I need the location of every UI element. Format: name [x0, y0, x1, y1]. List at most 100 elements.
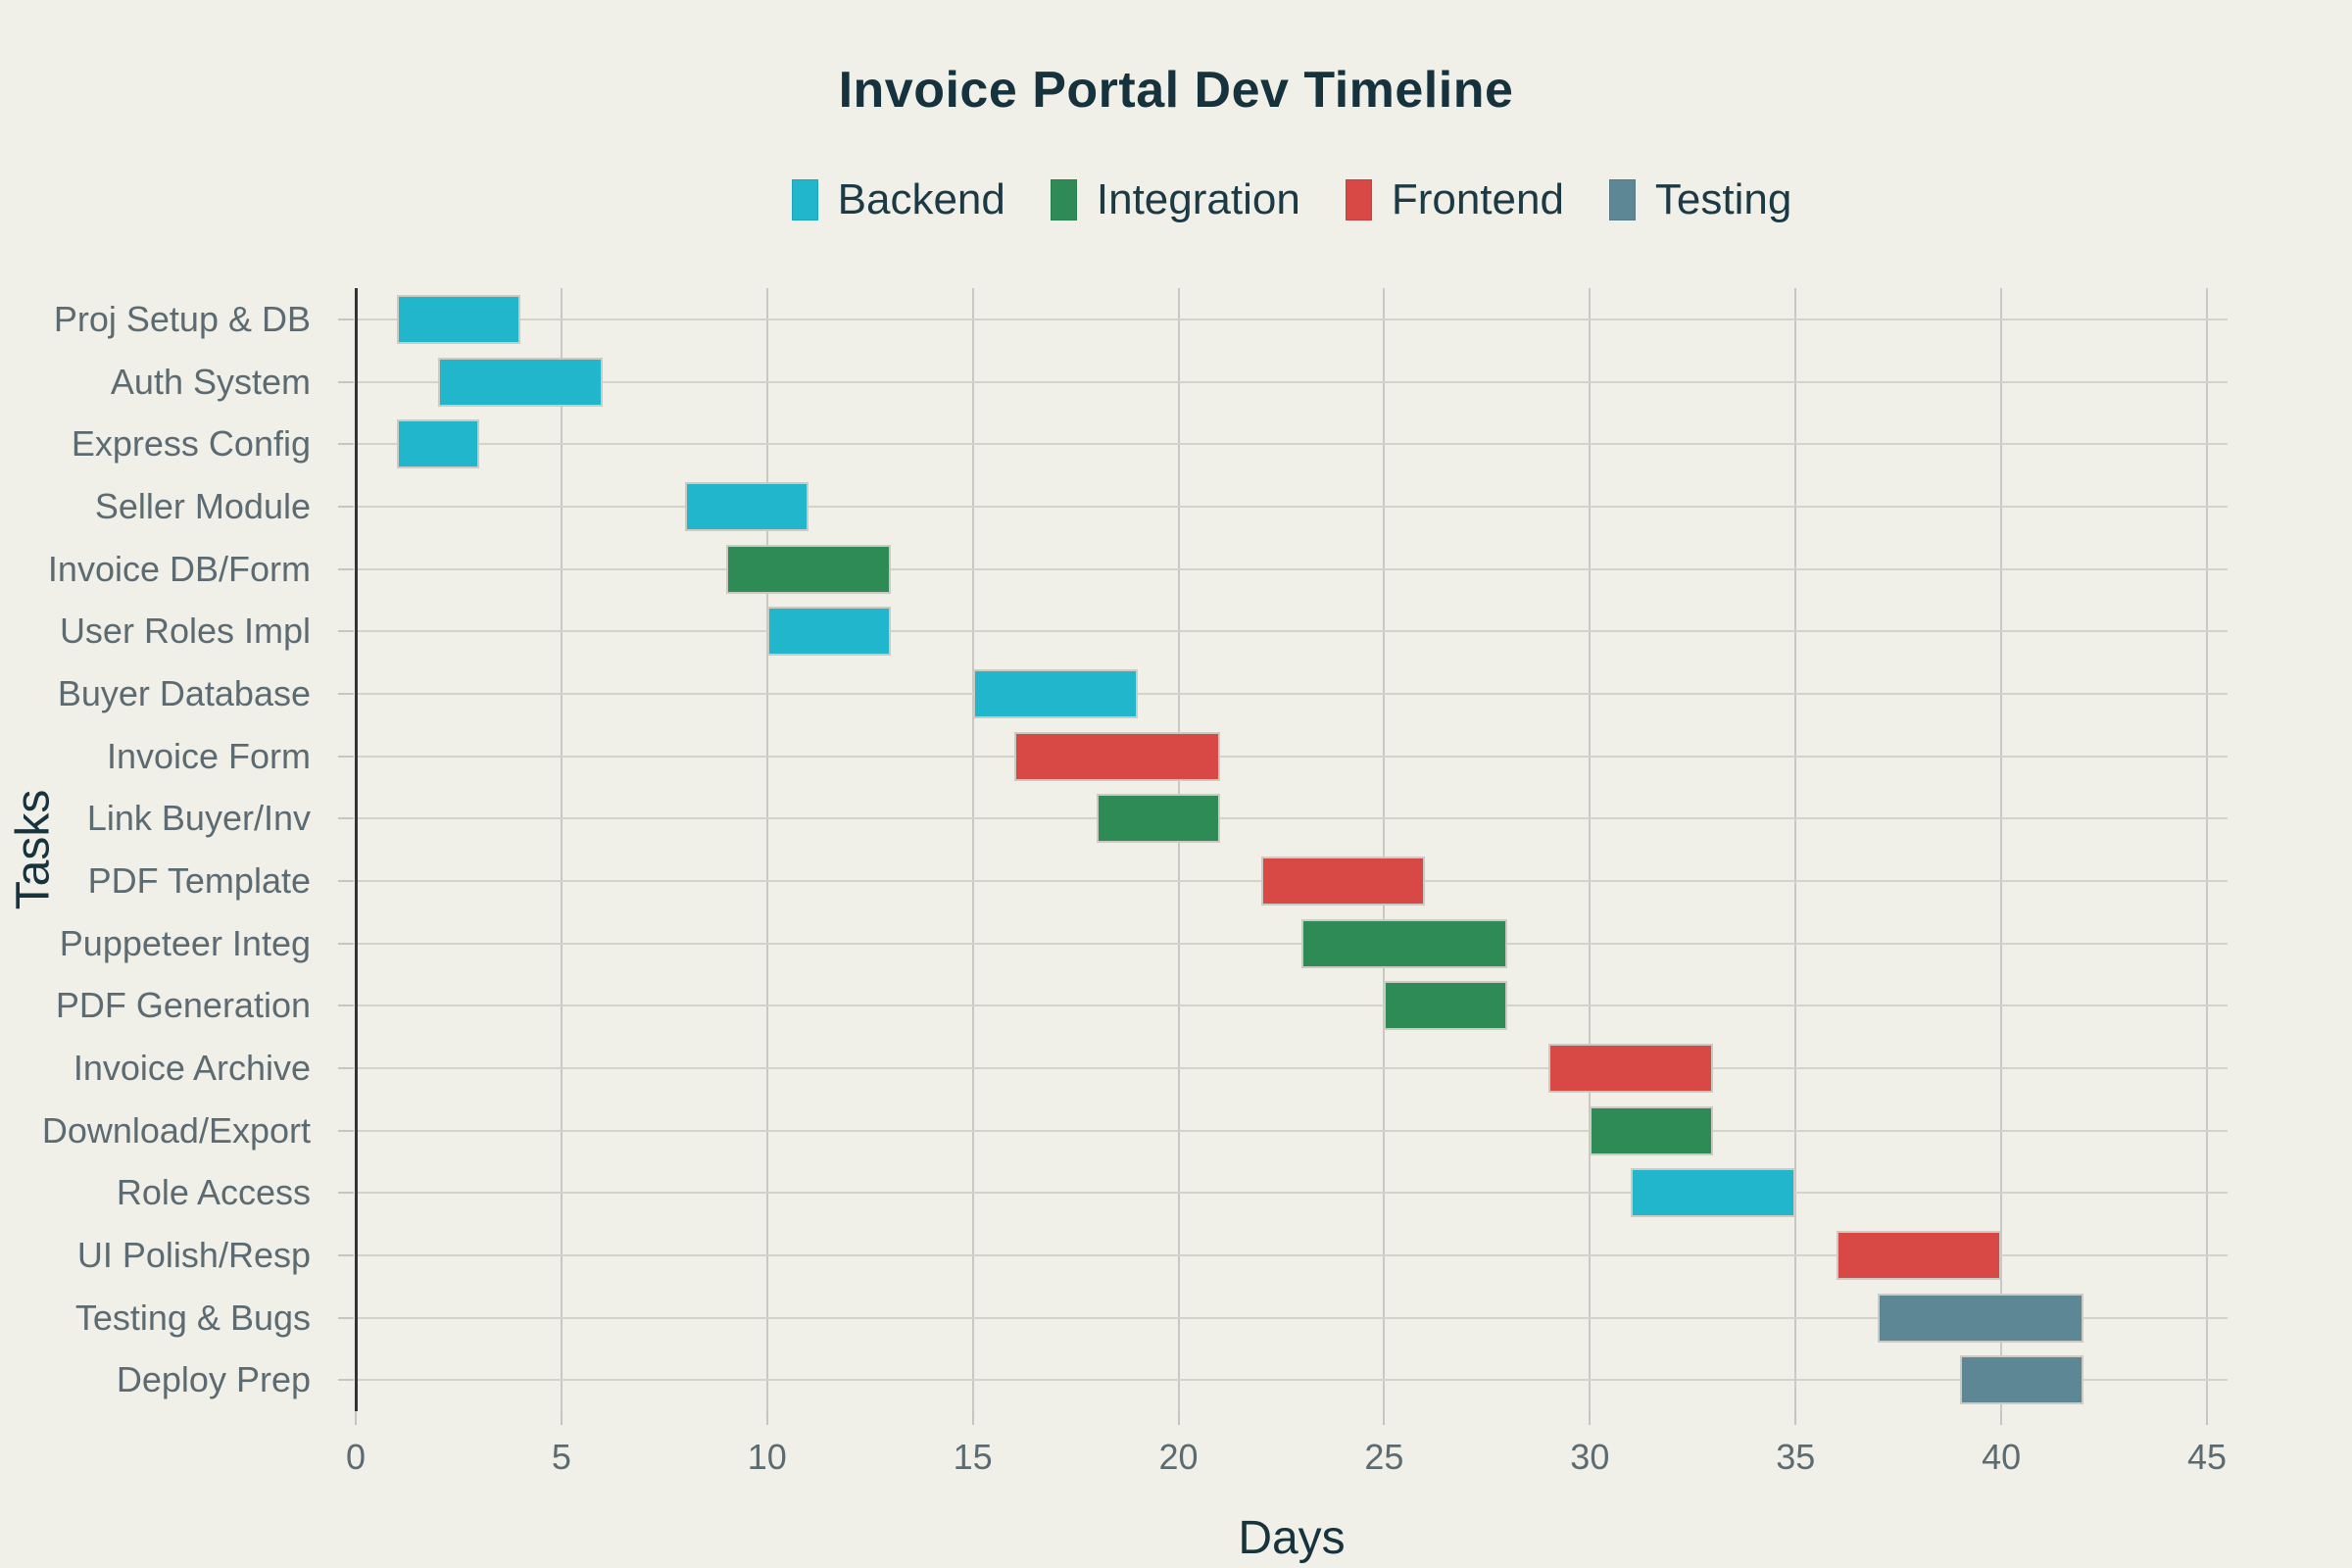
y-axis-spine [355, 288, 358, 1411]
y-tick-mark [338, 755, 354, 758]
legend-swatch-backend [791, 179, 818, 220]
y-tick-mark [338, 1129, 354, 1132]
task-bar [1384, 981, 1508, 1031]
grid-line-horizontal [356, 755, 2228, 758]
x-tick-mark [1589, 1411, 1592, 1425]
x-tick-label: 35 [1776, 1437, 1816, 1477]
legend-item-frontend: Frontend [1345, 175, 1564, 224]
x-tick-mark [355, 1411, 357, 1425]
x-tick-mark [971, 1411, 974, 1425]
task-label: Testing & Bugs [74, 1297, 311, 1338]
x-tick-mark [765, 1411, 768, 1425]
legend-swatch-testing [1608, 179, 1636, 220]
y-tick-mark [338, 380, 354, 383]
grid-line-vertical [1589, 288, 1592, 1411]
task-label: Proj Setup & DB [53, 298, 311, 339]
grid-line-horizontal [356, 505, 2228, 508]
x-tick-label: 30 [1570, 1437, 1610, 1477]
x-tick-label: 20 [1158, 1437, 1199, 1477]
task-bar [396, 294, 520, 344]
task-bar [1548, 1043, 1714, 1093]
grid-line-horizontal [356, 1379, 2228, 1382]
task-label: User Roles Impl [59, 611, 311, 652]
task-bar [1631, 1168, 1796, 1218]
grid-line-horizontal [356, 380, 2228, 383]
y-tick-mark [338, 1316, 354, 1319]
task-label: Puppeteer Integ [59, 922, 311, 963]
grid-line-horizontal [356, 692, 2228, 695]
grid-line-vertical [971, 288, 974, 1411]
grid-line-horizontal [356, 443, 2228, 446]
x-axis-title: Days [1238, 1512, 1346, 1564]
y-tick-mark [338, 692, 354, 695]
grid-line-horizontal [356, 942, 2228, 945]
y-tick-mark [338, 567, 354, 570]
grid-line-horizontal [356, 817, 2228, 820]
task-bar [725, 544, 891, 594]
x-tick-label: 10 [747, 1437, 787, 1477]
task-label: PDF Generation [55, 985, 311, 1026]
task-label: Link Buyer/Inv [86, 798, 311, 839]
task-bar [1096, 794, 1220, 844]
task-bar [1301, 918, 1508, 968]
task-bar [766, 607, 891, 657]
task-label: Auth System [110, 361, 311, 402]
x-tick-label: 0 [345, 1437, 367, 1477]
task-label: Express Config [71, 423, 311, 465]
x-axis-tick-labels: 0 5 10 15 20 25 30 35 40 45 [346, 1437, 2228, 1482]
x-tick-mark [560, 1411, 563, 1425]
y-tick-mark [338, 318, 354, 320]
task-bar [1960, 1355, 2084, 1405]
grid-line-vertical [2000, 288, 2003, 1411]
task-label: Invoice DB/Form [47, 548, 311, 589]
legend-swatch-integration [1050, 179, 1077, 220]
grid-line-horizontal [356, 1066, 2228, 1069]
grid-line-vertical [765, 288, 768, 1411]
task-label: Buyer Database [57, 672, 311, 713]
legend-item-testing: Testing [1608, 175, 1792, 224]
y-tick-mark [338, 505, 354, 508]
y-tick-mark [338, 1379, 354, 1382]
legend-label: Frontend [1391, 175, 1564, 223]
legend-item-integration: Integration [1050, 175, 1300, 224]
grid-line-vertical [2206, 288, 2208, 1411]
grid-line-horizontal [356, 318, 2228, 320]
task-label: Role Access [116, 1172, 311, 1213]
task-label: Download/Export [41, 1109, 311, 1151]
y-tick-mark [338, 879, 354, 882]
task-label: UI Polish/Resp [76, 1234, 311, 1275]
task-bar [972, 668, 1138, 718]
y-tick-mark [338, 1004, 354, 1007]
x-tick-label: 40 [1982, 1437, 2022, 1477]
grid-line-horizontal [356, 1316, 2228, 1319]
y-axis-title: Tasks [7, 789, 60, 910]
x-tick-mark [1177, 1411, 1180, 1425]
task-bar [1260, 856, 1426, 906]
legend-label: Integration [1096, 175, 1300, 223]
task-bar [437, 357, 603, 407]
task-label: Invoice Archive [73, 1047, 311, 1088]
grid-line-vertical [1383, 288, 1386, 1411]
task-label: Seller Module [94, 485, 311, 526]
grid-line-horizontal [356, 630, 2228, 633]
grid-line-horizontal [356, 1192, 2228, 1195]
x-tick-label: 5 [551, 1437, 571, 1477]
grid-line-vertical [1794, 288, 1797, 1411]
y-tick-mark [338, 942, 354, 945]
grid-line-horizontal [356, 1129, 2228, 1132]
x-tick-mark [2206, 1411, 2208, 1425]
legend-label: Backend [837, 175, 1005, 223]
x-tick-label: 45 [2186, 1437, 2228, 1477]
task-label: Invoice Form [106, 735, 311, 776]
task-label: PDF Template [87, 859, 311, 901]
plot-area [338, 288, 2228, 1425]
y-tick-mark [338, 630, 354, 633]
y-axis-task-labels: Proj Setup & DB Auth System Express Config… [0, 288, 333, 1411]
x-tick-label: 25 [1364, 1437, 1404, 1477]
x-tick-label: 15 [953, 1437, 993, 1477]
legend-label: Testing [1654, 175, 1792, 223]
grid-line-horizontal [356, 567, 2228, 570]
grid-line-horizontal [356, 1004, 2228, 1007]
task-bar [1878, 1293, 2084, 1343]
